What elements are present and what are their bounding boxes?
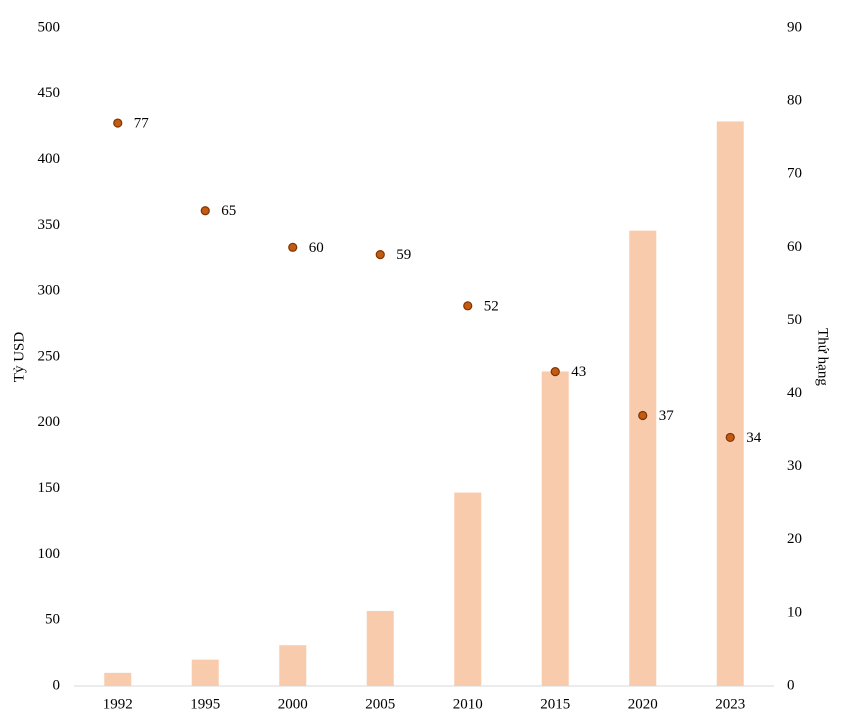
dot [725,432,735,443]
y-tick-label: 250 [38,348,61,364]
dot [200,206,210,216]
y2-tick-label: 40 [787,385,802,401]
bar [191,659,219,686]
y-tick-label: 500 [38,19,61,35]
y2-axis-title: Thứ hạng [815,328,831,386]
y-tick-label: 100 [38,546,61,562]
y2-tick-label: 30 [787,458,802,474]
y2-tick-label: 10 [787,604,802,620]
dot [288,242,298,252]
y2-tick-label: 20 [787,531,802,547]
bar [541,371,569,686]
data-label: 34 [746,430,762,446]
x-tick-label: 2010 [453,696,483,712]
data-label: 43 [571,364,586,380]
x-tick-label: 1995 [190,696,220,712]
dot [375,250,385,260]
bar [454,492,482,686]
bar [716,121,744,687]
x-tick-label: 2000 [278,696,308,712]
data-label: 60 [309,240,324,256]
data-label: 37 [659,408,675,424]
y2-tick-label: 50 [787,312,802,328]
y-tick-label: 400 [38,151,61,167]
x-tick-label: 2020 [628,696,658,712]
dot [638,410,648,421]
y2-tick-label: 70 [787,166,802,182]
x-tick-label: 2005 [365,696,395,712]
bar [366,610,394,686]
y-tick-label: 350 [38,217,61,233]
dot [113,118,123,128]
y2-tick-label: 90 [787,19,802,35]
dot [550,367,560,377]
y-tick-label: 450 [38,85,61,101]
data-label: 52 [484,298,499,314]
data-label: 59 [396,247,411,263]
x-tick-label: 1992 [103,696,133,712]
dot [463,301,473,311]
bar [629,230,657,686]
y2-tick-label: 0 [787,677,795,693]
bar [279,645,307,686]
y-tick-label: 0 [53,677,61,693]
data-label: 65 [221,203,236,219]
y-tick-label: 300 [38,283,61,299]
bar [104,672,132,686]
data-label: 77 [134,115,150,131]
y-tick-label: 200 [38,414,61,430]
x-tick-label: 2015 [540,696,570,712]
x-tick-label: 2023 [715,696,745,712]
y-axis-title: Tỷ USD [11,332,27,383]
y-tick-label: 50 [45,612,60,628]
y-tick-label: 150 [38,480,61,496]
y2-tick-label: 60 [787,239,802,255]
y2-tick-label: 80 [787,93,802,109]
